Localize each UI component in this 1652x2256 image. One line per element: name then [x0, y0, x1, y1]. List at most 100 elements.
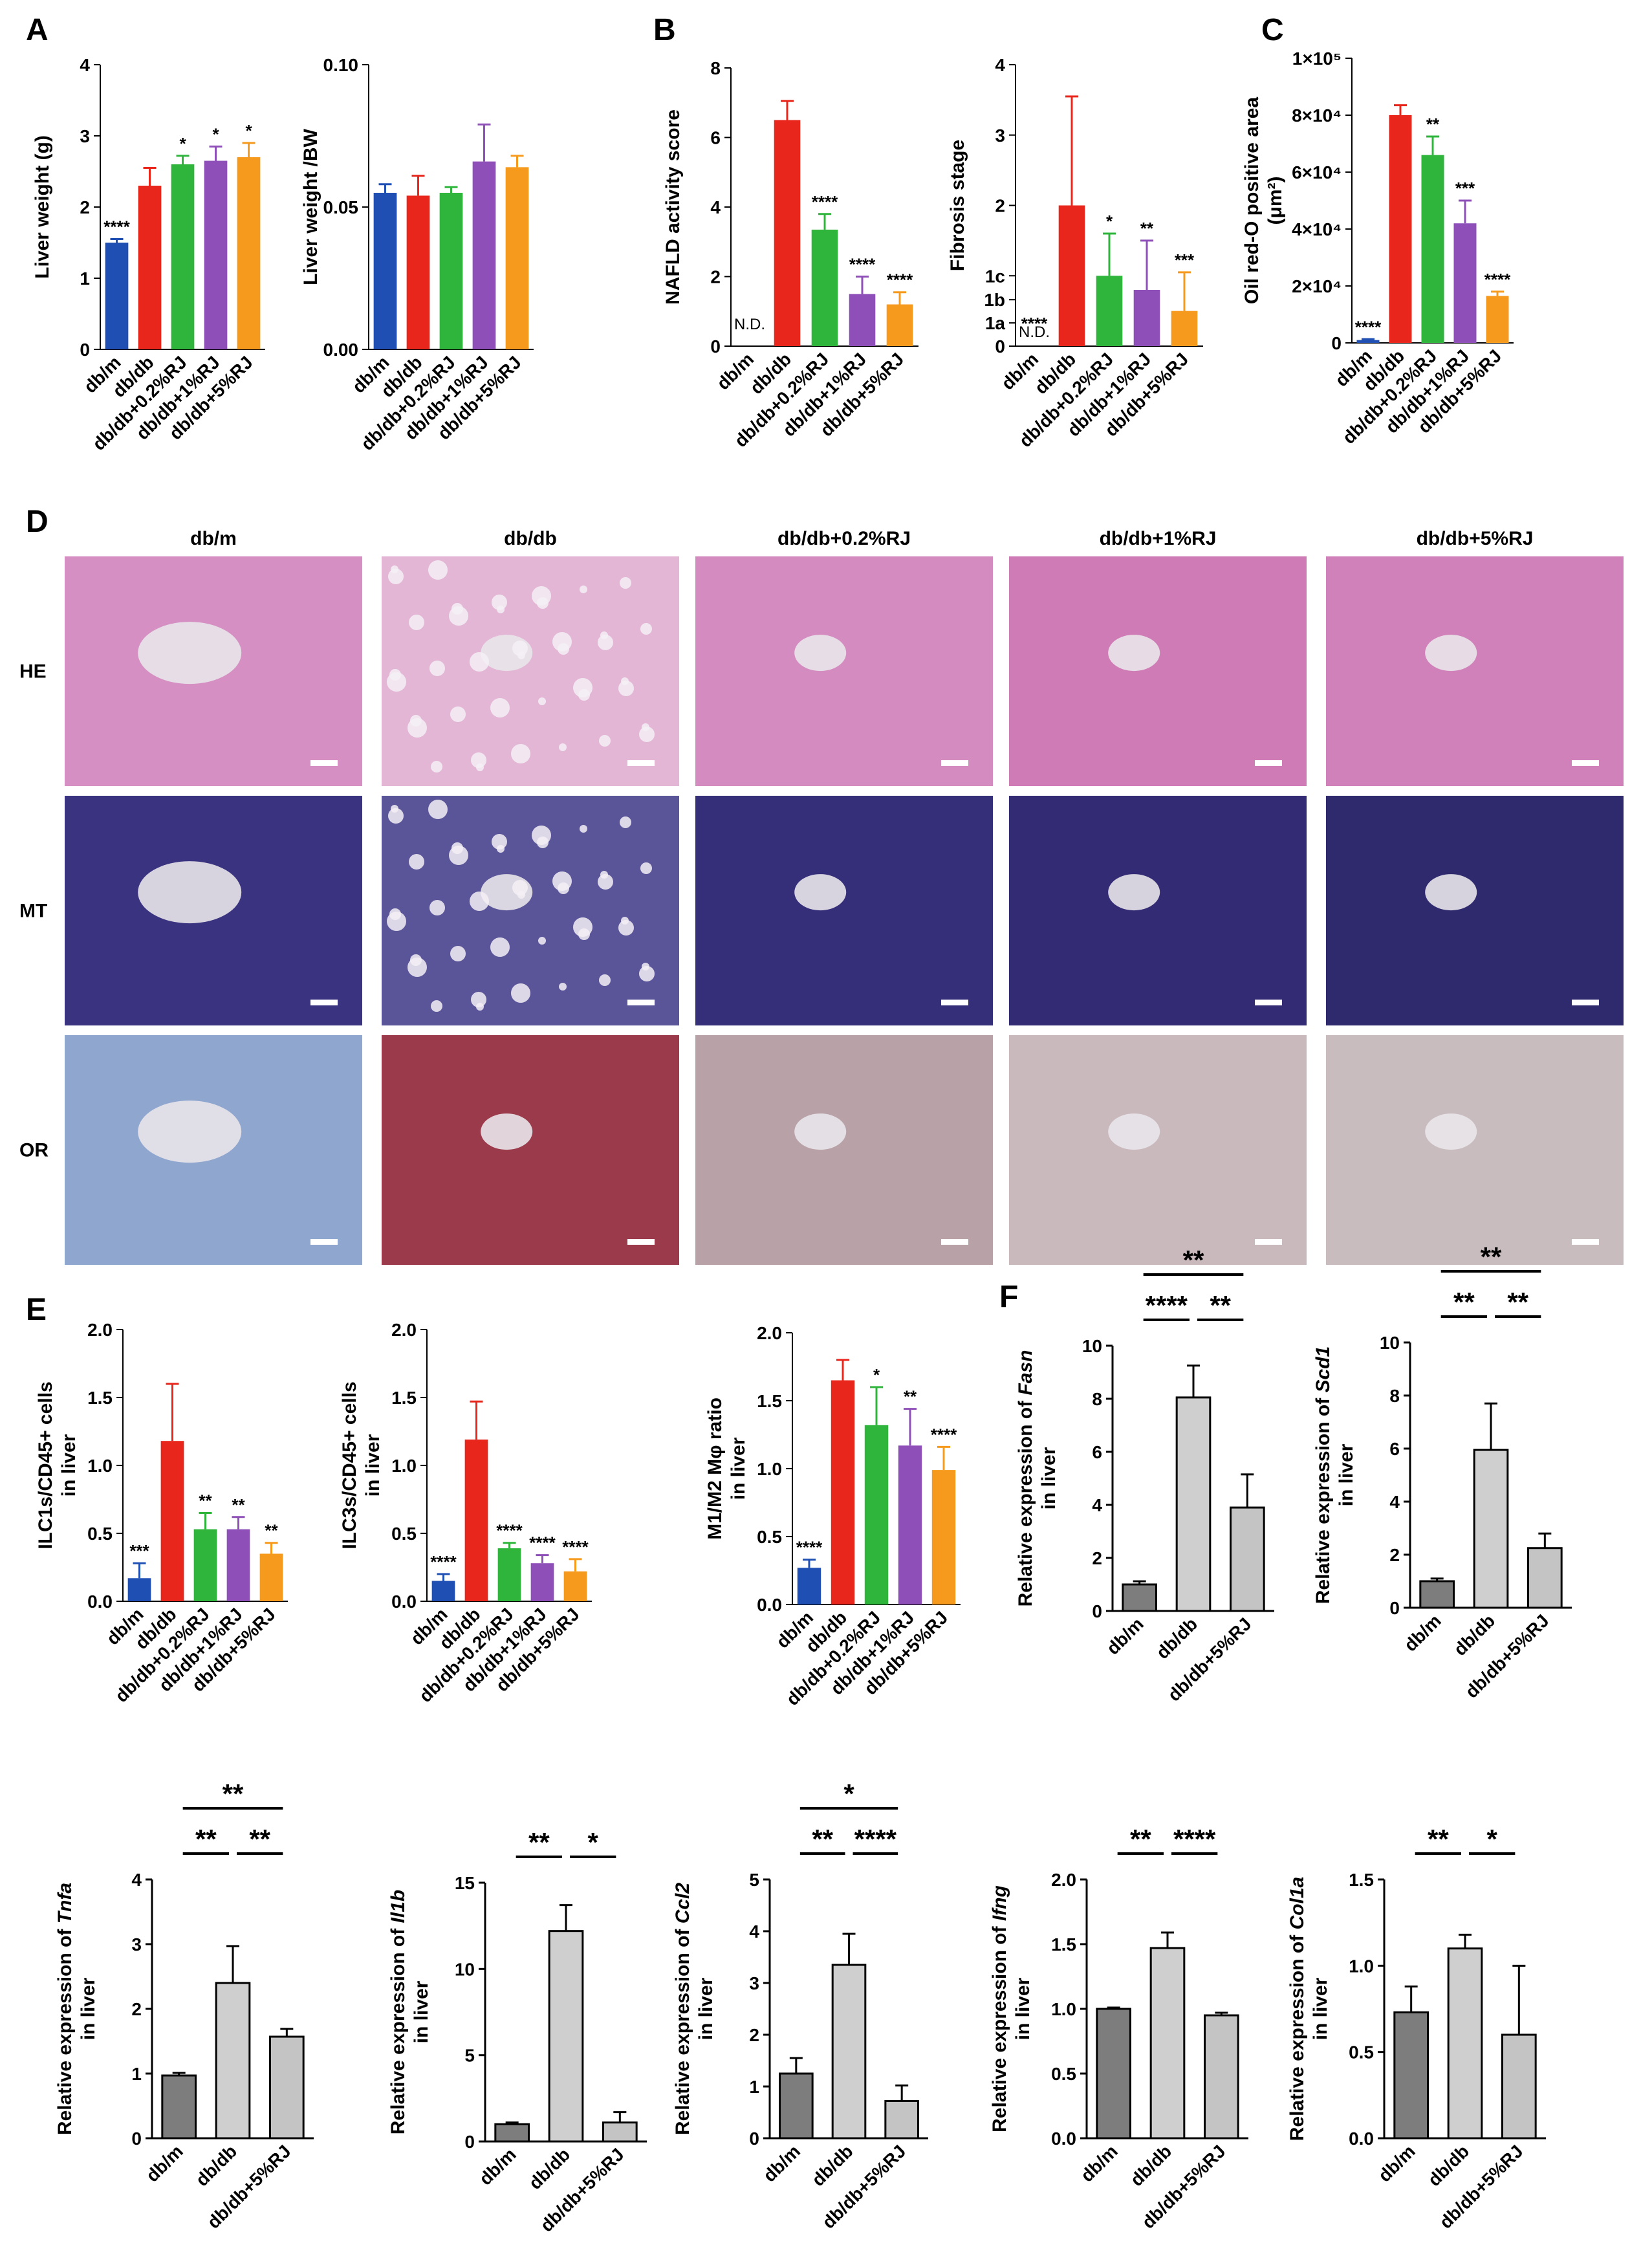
- y-axis-label-line2: in liver: [78, 1977, 99, 2040]
- vessel-lumen: [794, 1113, 847, 1150]
- bracket-significance-label: **: [1183, 1245, 1204, 1275]
- panel-letter-a: A: [26, 13, 49, 47]
- significance-label: **: [1140, 219, 1154, 238]
- bar: [259, 1553, 283, 1601]
- lipid-droplet: [408, 958, 427, 977]
- scale-bar: [941, 1000, 968, 1005]
- lipid-droplet: [559, 743, 567, 751]
- lipid-droplet: [558, 643, 569, 655]
- bar: [497, 1548, 521, 1601]
- y-tick-label: 5: [749, 1870, 759, 1890]
- chart-e1: 0.0 0.5 1.0 1.5 2.0 ILC1s/CD45+ cells in liver…: [35, 1320, 288, 1706]
- x-category-label: db/m: [142, 2141, 187, 2185]
- lipid-droplet: [476, 1003, 484, 1011]
- y-axis-label-line2: in liver: [1336, 1443, 1357, 1506]
- bar: [373, 193, 397, 349]
- histology-column-label: db/m: [190, 528, 237, 549]
- scale-bar: [627, 1239, 655, 1245]
- lipid-droplet: [639, 727, 655, 742]
- bar: [831, 1964, 867, 2140]
- y-tick-label: 8: [710, 58, 721, 78]
- lipid-droplet: [429, 661, 445, 676]
- scale-bar: [1572, 760, 1599, 766]
- y-tick-label: 2.0: [391, 1320, 417, 1340]
- bracket-significance-label: **: [1210, 1290, 1231, 1320]
- y-tick-label: 2.0: [87, 1320, 113, 1340]
- vessel-lumen: [1425, 1113, 1477, 1150]
- bracket-significance-label: **: [812, 1824, 833, 1854]
- y-tick-label: 0.0: [391, 1592, 417, 1612]
- lipid-droplet: [640, 862, 652, 874]
- histology-image: [1009, 796, 1307, 1025]
- y-tick-label: 4: [1389, 1492, 1400, 1512]
- gene-name: Tnfa: [54, 1883, 76, 1923]
- y-tick-label: 1×10⁵: [1292, 49, 1342, 69]
- bar: [1473, 1449, 1509, 1609]
- lipid-droplet: [429, 900, 445, 915]
- gene-name: Fasn: [1015, 1350, 1036, 1396]
- y-axis-label: Relative expression of Fasn: [1015, 1350, 1036, 1607]
- y-tick-label: 8×10⁴: [1292, 105, 1342, 126]
- scale-bar: [627, 760, 655, 766]
- y-tick-label: 0.10: [323, 55, 359, 75]
- bracket-significance-label: **: [1130, 1824, 1151, 1854]
- y-tick-label: 2: [1092, 1548, 1102, 1568]
- lipid-droplet: [598, 635, 613, 650]
- bar: [431, 1581, 455, 1601]
- x-category-label: db/m: [1103, 1614, 1147, 1658]
- lipid-droplet: [476, 763, 484, 771]
- significance-label: ****: [812, 192, 838, 212]
- y-tick-label: 8: [1389, 1386, 1400, 1406]
- bar: [226, 1529, 250, 1601]
- significance-label: ****: [931, 1425, 957, 1444]
- histology-image: [1326, 556, 1624, 786]
- bar: [1175, 1396, 1212, 1612]
- y-tick-label: 4: [710, 197, 721, 217]
- y-tick-label: 4: [80, 55, 90, 75]
- bar: [1171, 311, 1198, 346]
- gene-name: Scd1: [1312, 1346, 1334, 1393]
- y-tick-label: 1: [80, 268, 90, 289]
- lipid-droplet: [428, 800, 448, 819]
- y-axis-label: ILC3s/CD45+ cells: [339, 1381, 360, 1549]
- significance-label: **: [232, 1495, 245, 1515]
- y-axis-label-line2: in liver: [1310, 1977, 1331, 2040]
- y-axis-label: Relative expression of Col1a: [1287, 1877, 1308, 2141]
- y-tick-label: 0.0: [87, 1592, 113, 1612]
- bar: [831, 1380, 855, 1604]
- y-tick-label: 1.5: [757, 1391, 782, 1411]
- panel-letters: A B C D E F: [26, 13, 1284, 1327]
- bar: [237, 157, 261, 349]
- lipid-droplet: [537, 837, 549, 848]
- chart-e3: 0.00.51.01.52.0M1/M2 Mφ ratio in liver***…: [704, 1323, 961, 1709]
- significance-label: ***: [1175, 250, 1195, 270]
- lipid-droplet: [492, 595, 507, 610]
- histology-image: [1326, 796, 1624, 1025]
- scale-bar: [1572, 1000, 1599, 1005]
- histology-grid: db/m db/db db/db+0.2%RJ db/db+1%RJ db/db+5%R…: [19, 528, 1624, 1265]
- bar: [811, 229, 838, 346]
- bar: [193, 1529, 217, 1601]
- y-tick-label: 1: [749, 2077, 759, 2097]
- x-category-label: db/m: [475, 2144, 520, 2189]
- lipid-droplet: [450, 706, 466, 722]
- bar: [160, 1441, 184, 1601]
- bar: [127, 1578, 151, 1601]
- panel-letter-d: D: [26, 505, 49, 539]
- y-tick-label: 1.5: [1051, 1934, 1076, 1955]
- y-tick-label: 0.5: [87, 1524, 113, 1544]
- lipid-droplet: [450, 946, 466, 961]
- significance-label: ****: [562, 1537, 589, 1557]
- lipid-droplet: [639, 966, 655, 981]
- y-tick-label: 1: [131, 2064, 142, 2084]
- vessel-lumen: [1108, 635, 1160, 672]
- y-axis-label-line2: in liver: [411, 1980, 432, 2043]
- bar: [1204, 2014, 1239, 2140]
- bar: [864, 1425, 889, 1604]
- y-tick-label: 0.00: [323, 340, 359, 360]
- vessel-lumen: [794, 874, 847, 911]
- lipid-droplet: [409, 615, 424, 630]
- gene-name: Ccl2: [672, 1883, 693, 1924]
- y-tick-label: 4×10⁴: [1292, 219, 1342, 239]
- lipid-droplet: [388, 569, 404, 584]
